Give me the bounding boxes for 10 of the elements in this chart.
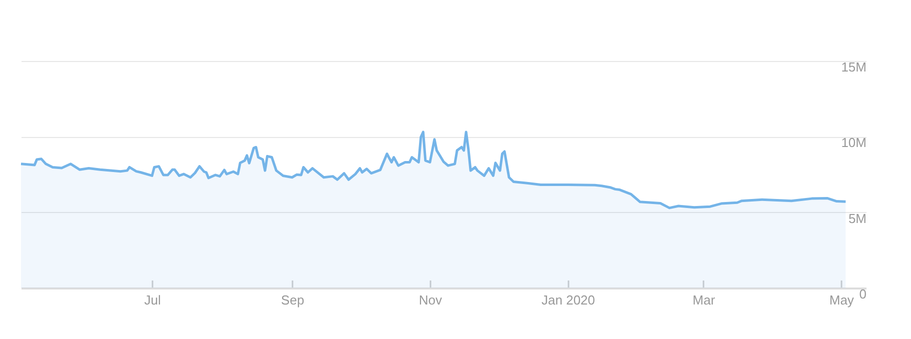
x-tick-label: Jul: [144, 292, 161, 308]
x-tick-label: May: [829, 292, 854, 308]
y-tick-label: 15M: [841, 60, 866, 74]
x-tick-label: Sep: [281, 292, 304, 308]
x-tick-label: Nov: [418, 292, 442, 308]
y-tick-label: 0: [859, 286, 866, 302]
y-tick-label: 10M: [841, 135, 866, 150]
x-tick-label: Mar: [692, 292, 716, 308]
y-tick-label: 5M: [848, 210, 866, 226]
x-tick-label: Jan 2020: [542, 292, 596, 308]
